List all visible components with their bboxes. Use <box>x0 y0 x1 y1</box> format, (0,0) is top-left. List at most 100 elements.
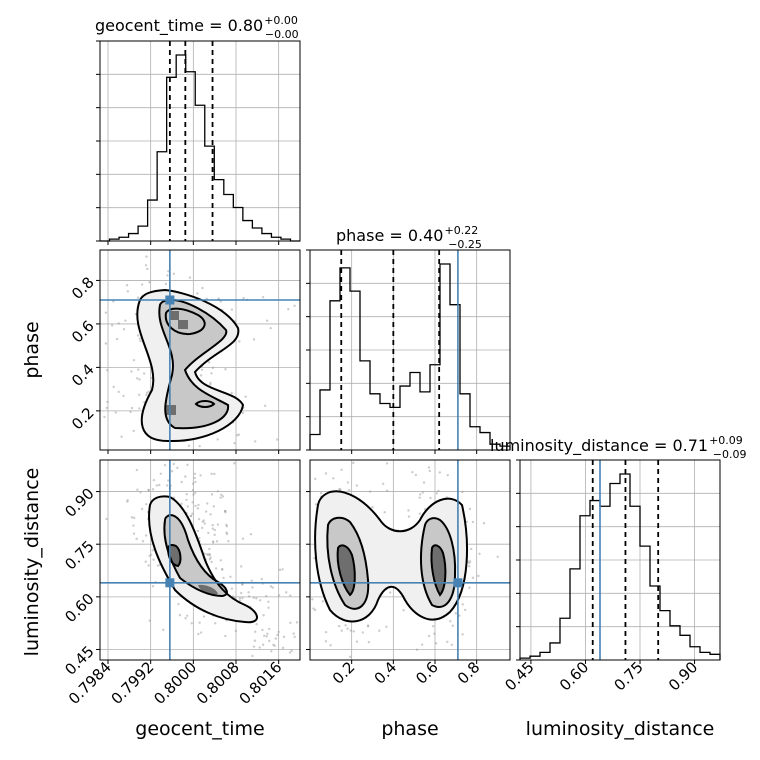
sample-point <box>311 598 314 601</box>
sample-point <box>258 646 261 649</box>
truth-marker <box>453 578 463 588</box>
title-phase: phase = 0.40+0.22 −0.25 <box>336 224 482 251</box>
sample-point <box>230 587 234 590</box>
sample-point <box>215 540 219 543</box>
y-ticklabel-luminosity-distance: 0.75 <box>61 537 97 573</box>
sample-point <box>446 473 449 477</box>
sample-point <box>138 407 141 410</box>
sample-point <box>346 481 350 484</box>
sample-point <box>163 464 167 467</box>
sample-point <box>122 394 125 398</box>
sample-point <box>214 567 218 570</box>
sample-point <box>461 490 464 494</box>
sample-point <box>313 557 316 560</box>
sample-point <box>197 517 201 521</box>
sample-point <box>366 624 370 627</box>
sample-point <box>137 368 140 371</box>
sample-point <box>196 507 200 510</box>
sample-point <box>211 527 215 530</box>
sample-point <box>151 549 154 552</box>
sample-point <box>103 415 106 419</box>
sample-point <box>367 640 371 644</box>
sample-point <box>136 377 139 380</box>
sample-point <box>198 536 201 540</box>
truth-marker <box>165 295 175 305</box>
sample-point <box>211 366 215 370</box>
sample-point <box>438 471 441 474</box>
sample-point <box>482 521 486 525</box>
sample-point <box>112 385 115 389</box>
sample-point <box>184 475 187 478</box>
sample-point <box>185 492 188 496</box>
sample-point <box>361 631 364 634</box>
sample-point <box>140 507 144 511</box>
sample-point <box>352 630 355 633</box>
sample-point <box>141 540 145 543</box>
sample-point <box>164 282 168 286</box>
sample-point <box>139 339 142 343</box>
sample-point <box>152 558 155 561</box>
sample-point <box>117 322 120 325</box>
sample-point <box>385 625 388 628</box>
sample-point <box>267 606 270 609</box>
sample-point <box>136 334 140 337</box>
sample-point <box>186 505 190 508</box>
sample-point <box>258 599 262 602</box>
sample-point <box>465 520 469 523</box>
sample-point <box>180 502 183 505</box>
sample-point <box>185 498 188 502</box>
sample-point <box>461 603 464 606</box>
sample-point <box>136 488 139 491</box>
sample-point <box>233 462 236 465</box>
sample-point <box>147 488 150 492</box>
sample-point <box>211 541 215 544</box>
sample-point <box>117 390 120 394</box>
sample-point <box>237 433 241 436</box>
sample-point <box>268 627 271 631</box>
sample-point <box>144 560 147 563</box>
sample-point <box>269 585 273 588</box>
sample-point <box>178 613 182 617</box>
sample-point <box>210 372 213 375</box>
sample-point <box>383 511 386 514</box>
sample-point <box>193 476 196 480</box>
sample-point <box>202 615 206 618</box>
sample-point <box>104 311 108 314</box>
frame-hist-luminosity-distance <box>519 459 721 661</box>
sample-point <box>265 635 268 638</box>
xlabel-geocent-time: geocent_time <box>135 718 264 740</box>
sample-point <box>197 503 200 507</box>
sample-point <box>203 552 206 555</box>
sample-point <box>206 502 209 505</box>
sample-point <box>349 629 352 632</box>
sample-point <box>207 553 210 557</box>
sample-point <box>428 469 431 473</box>
sample-point <box>114 411 117 414</box>
sample-point <box>213 528 216 532</box>
y-ticklabel-phase: 0.6 <box>68 317 98 347</box>
sample-point <box>346 627 349 630</box>
xlabel-luminosity-distance: luminosity_distance <box>526 718 715 740</box>
y-ticklabel-phase: 0.2 <box>68 404 98 434</box>
sample-point <box>191 501 194 504</box>
sample-point <box>186 463 189 467</box>
sample-point <box>129 410 132 414</box>
sample-point <box>201 526 204 530</box>
sample-point <box>293 635 296 639</box>
sample-point <box>120 435 123 438</box>
sample-point <box>344 624 347 627</box>
sample-point <box>470 547 473 551</box>
sample-point <box>266 632 269 636</box>
sample-point <box>463 608 467 612</box>
histogram-geocent-time <box>96 40 300 245</box>
sample-point <box>250 579 253 582</box>
ylabel-luminosity-distance: luminosity_distance <box>21 468 43 657</box>
sample-point <box>244 395 247 398</box>
sample-point <box>147 564 150 567</box>
sample-point <box>339 488 342 491</box>
sample-point <box>238 340 241 343</box>
sample-point <box>418 512 422 515</box>
sample-point <box>352 461 355 465</box>
sample-point <box>213 472 216 476</box>
